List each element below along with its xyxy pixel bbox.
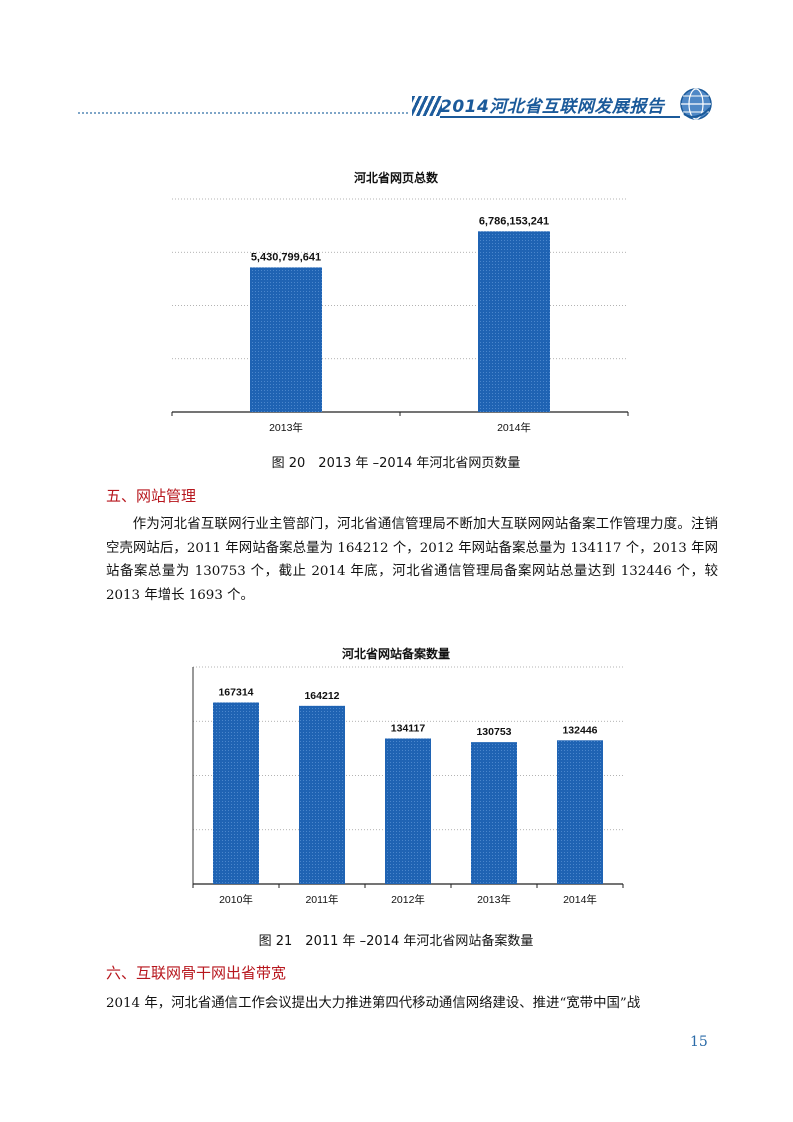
section5-heading: 五、网站管理 (106, 487, 197, 505)
section6-heading: 六、互联网骨干网出省带宽 (106, 964, 287, 982)
chart20-title: 河北省网页总数 (353, 171, 438, 185)
chart21: 167314 2010年 164212 2011年 134117 2012年 130753 2… (192, 666, 624, 906)
chart20-bar (478, 231, 550, 412)
chart21-bar (385, 738, 431, 884)
section5-paragraph: 作为河北省互联网行业主管部门，河北省通信管理局不断加大互联网网站备案工作管理力度… (106, 517, 718, 603)
chart20-category-label: 2013年 (269, 421, 303, 434)
chart20-category-label: 2014年 (497, 421, 531, 434)
chart20-bar (250, 267, 322, 412)
chart21-category-label: 2014年 (563, 893, 597, 906)
chart21-bar (299, 705, 345, 884)
chart21-value-label: 167314 (218, 686, 253, 698)
chart21-bar (557, 740, 603, 884)
chart21-category-label: 2010年 (219, 893, 253, 906)
header-stripes (412, 96, 442, 116)
section6-paragraph: 2014 年，河北省通信工作会议提出大力推进第四代移动通信网络建设、推进“宽带中… (106, 996, 641, 1011)
chart20-value-label: 5,430,799,641 (251, 251, 321, 263)
chart21-category-label: 2011年 (305, 893, 338, 906)
globe-icon (680, 88, 712, 120)
figure20-caption: 图 20 2013 年 –2014 年河北省网页数量 (271, 456, 521, 471)
chart21-value-label: 164212 (304, 690, 339, 702)
chart21-title: 河北省网站备案数量 (341, 647, 450, 661)
figure21-caption: 图 21 2011 年 –2014 年河北省网站备案数量 (258, 934, 534, 949)
chart21-category-label: 2012年 (391, 893, 425, 906)
chart21-value-label: 132446 (562, 724, 597, 736)
header-underline (440, 116, 680, 118)
chart21-category-label: 2013年 (477, 893, 511, 906)
header-dotted-rule (78, 112, 408, 114)
header-title: 2014河北省互联网发展报告 (440, 97, 665, 117)
page-number: 15 (690, 1034, 708, 1050)
chart20: 5,430,799,641 2013年 6,786,153,241 2014年 (171, 198, 629, 434)
chart21-bar (213, 702, 259, 884)
chart21-value-label: 130753 (476, 726, 511, 738)
chart21-value-label: 134117 (391, 722, 426, 734)
chart20-value-label: 6,786,153,241 (479, 215, 549, 227)
chart21-bar (471, 742, 517, 884)
